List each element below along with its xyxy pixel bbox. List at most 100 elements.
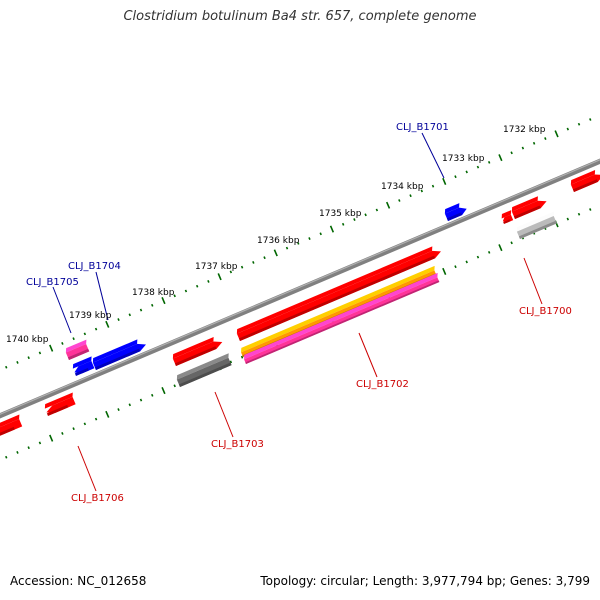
scale-tick [217, 273, 222, 281]
scale-tick [409, 194, 412, 198]
scale-label: 1732 kbp [503, 125, 546, 135]
scale-label: 1737 kbp [195, 262, 238, 272]
scale-tick [454, 265, 457, 269]
scale-tick [353, 218, 356, 221]
scale-tick [510, 151, 513, 155]
leader-line [214, 391, 234, 438]
scale-tick [442, 177, 447, 185]
outer-scale-ticks [5, 118, 592, 369]
scale-tick [577, 122, 581, 126]
scale-tick [375, 208, 379, 212]
scale-tick [454, 175, 457, 179]
scale-label: 1740 kbp [6, 335, 49, 345]
scale-tick [252, 261, 255, 264]
gene-label-CLJ_B1706[interactable]: CLJ_B1706 [71, 493, 124, 504]
scale-tick [72, 337, 75, 341]
scale-tick [94, 417, 98, 421]
scale-tick [329, 225, 335, 233]
scale-tick [487, 160, 491, 164]
scale-tick [263, 256, 266, 260]
gene-arrow [570, 170, 600, 192]
scale-tick [229, 270, 233, 274]
scale-tick [16, 451, 19, 454]
scale-tick [285, 246, 289, 250]
gene-label-CLJ_B1705[interactable]: CLJ_B1705 [26, 277, 79, 288]
scale-tick [16, 361, 19, 364]
accession-label: Accession: NC_012658 [10, 574, 147, 588]
gene-arrow [501, 210, 514, 224]
leader-line [95, 271, 109, 321]
scale-tick [544, 137, 547, 140]
scale-tick [589, 118, 592, 121]
gene-arrow [65, 339, 90, 360]
leader-line [358, 332, 378, 378]
scale-tick [532, 141, 536, 145]
gene-CLJ_B1702-arrow [236, 246, 441, 341]
scale-tick [38, 351, 42, 355]
scale-tick [173, 294, 176, 298]
scale-tick [476, 165, 480, 169]
inner-scale-ticks [5, 208, 592, 459]
scale-tick [498, 154, 503, 162]
scale-tick [465, 260, 468, 264]
scale-tick [319, 232, 322, 236]
gene-label-CLJ_B1703[interactable]: CLJ_B1703 [211, 439, 264, 450]
scale-tick [420, 189, 423, 193]
scale-tick [83, 332, 87, 336]
scale-tick [364, 213, 367, 217]
scale-tick [105, 320, 110, 328]
gene-label-CLJ_B1701[interactable]: CLJ_B1701 [396, 122, 449, 133]
leader-line [52, 286, 72, 334]
topology-label: Topology: circular; Length: 3,977,794 bp… [260, 574, 590, 588]
gene-label-CLJ_B1704[interactable]: CLJ_B1704 [68, 261, 121, 272]
gene-arrow [241, 265, 437, 357]
scale-tick [151, 393, 154, 397]
genome-backbone [0, 158, 600, 419]
scale-tick [94, 327, 98, 331]
scale-tick [38, 441, 42, 445]
scale-tick [5, 365, 8, 369]
leader-line [421, 132, 445, 179]
scale-label: 1735 kbp [319, 209, 362, 219]
leader-line [523, 257, 543, 305]
scale-tick [487, 250, 491, 254]
scale-tick [139, 398, 143, 402]
scale-tick [442, 267, 447, 275]
scale-tick [297, 241, 300, 245]
scale-tick [207, 280, 210, 283]
scale-tick [195, 284, 199, 288]
scale-tick [385, 201, 391, 209]
gene-CLJ_B1700-arrow [511, 196, 547, 219]
scale-tick [117, 408, 120, 412]
gene-CLJ_B1706-arrow [44, 392, 76, 416]
scale-label: 1738 kbp [132, 288, 175, 298]
scale-tick [398, 199, 401, 202]
scale-tick [161, 297, 166, 305]
gene-label-CLJ_B1700[interactable]: CLJ_B1700 [519, 306, 572, 317]
gene-arrow [244, 272, 440, 364]
gene-CLJ_B1703-arrow [176, 353, 232, 387]
scale-tick [566, 217, 570, 221]
gene-label-CLJ_B1702[interactable]: CLJ_B1702 [356, 379, 409, 390]
scale-tick [49, 344, 54, 352]
scale-tick [128, 313, 131, 317]
scale-tick [184, 289, 188, 293]
scale-tick [5, 455, 8, 459]
gene-arrow [0, 414, 23, 436]
scale-tick [431, 184, 435, 188]
scale-tick [476, 255, 480, 259]
scale-tick [27, 446, 30, 450]
genome-title: Clostridium botulinum Ba4 str. 657, comp… [123, 9, 477, 24]
gene-CLJ_B1701-arrow [444, 203, 467, 221]
scale-tick [49, 434, 54, 442]
scale-tick [61, 431, 64, 435]
scale-tick [61, 341, 64, 345]
scale-tick [308, 237, 311, 241]
scale-tick [229, 360, 233, 364]
gene-arrow [516, 211, 557, 239]
scale-tick [510, 241, 513, 245]
scale-tick [240, 355, 244, 359]
scale-tick [117, 318, 120, 322]
scale-tick [27, 356, 30, 360]
